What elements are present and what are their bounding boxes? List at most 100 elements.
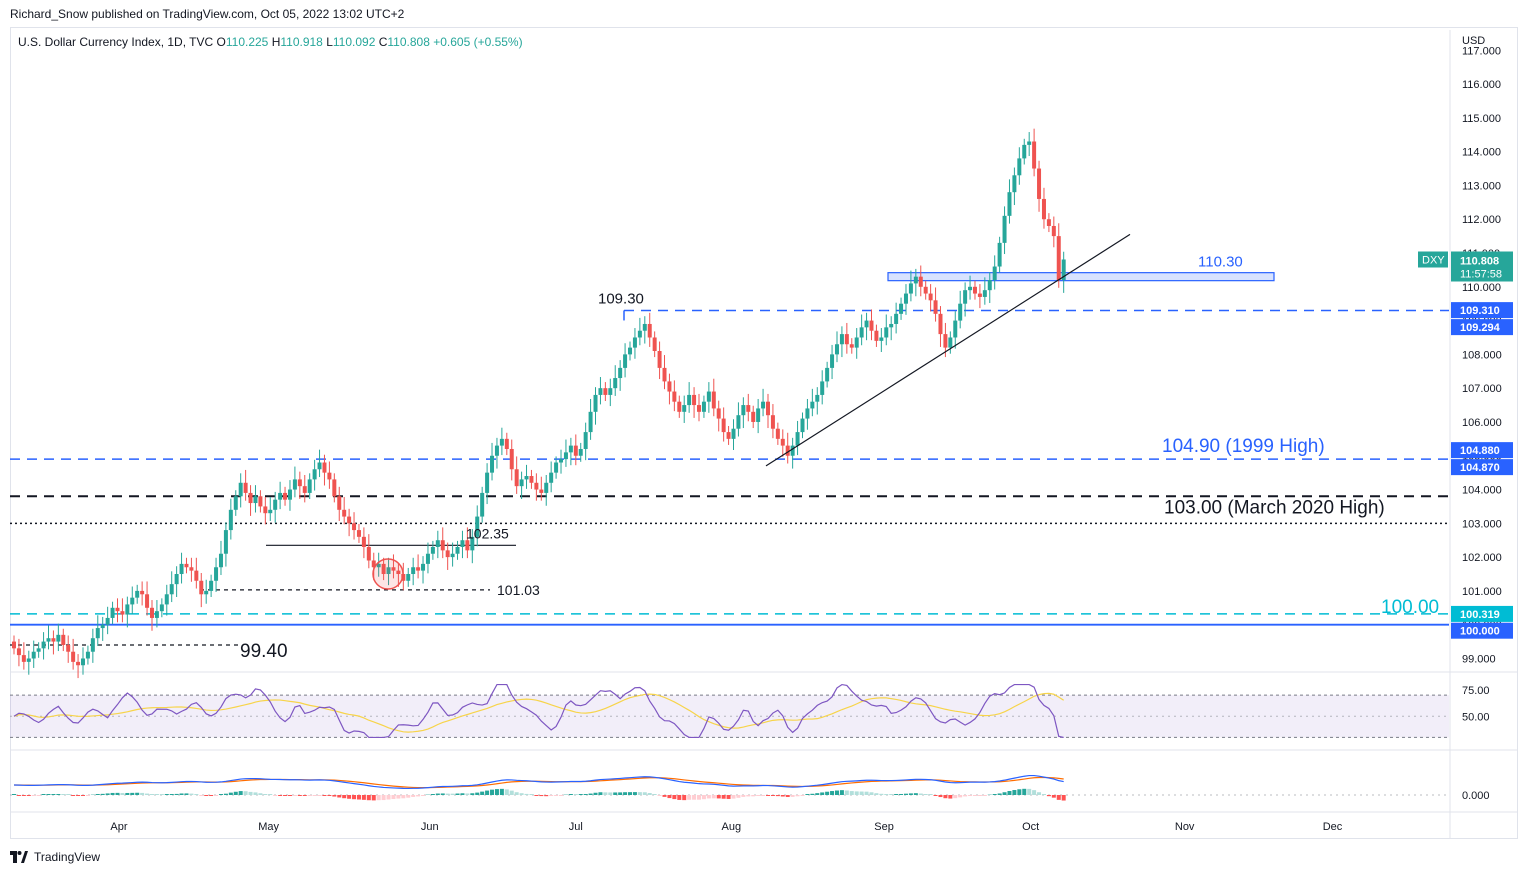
macd-histogram-bar (238, 791, 243, 795)
macd-histogram-bar (494, 789, 499, 795)
macd-histogram-bar (810, 793, 815, 795)
price-badge-value: 104.870 (1460, 462, 1500, 474)
y-tick-label: 106.000 (1462, 417, 1502, 429)
candle-body (16, 648, 21, 656)
candle-body (406, 574, 411, 581)
macd-histogram-bar (879, 793, 884, 795)
macd-histogram-bar (169, 794, 174, 795)
candle-body (381, 563, 386, 575)
macd-histogram-bar (450, 793, 455, 795)
candle-body (810, 401, 815, 409)
y-tick-label: 108.000 (1462, 349, 1502, 361)
candle-body (864, 320, 869, 328)
macd-histogram-bar (273, 795, 278, 796)
macd-histogram-bar (105, 793, 110, 795)
macd-histogram-bar (667, 795, 672, 799)
candle-body (972, 286, 977, 294)
macd-histogram-bar (214, 795, 219, 796)
price-badge-value: 100.319 (1460, 609, 1500, 621)
rsi-band (10, 695, 1449, 738)
y-tick-label: 99.000 (1462, 653, 1496, 665)
macd-histogram-bar (815, 793, 820, 795)
candle-body (1012, 175, 1017, 193)
macd-histogram-bar (1037, 792, 1042, 795)
macd-histogram-bar (992, 794, 997, 795)
macd-histogram-bar (642, 792, 647, 795)
level-label-102-35: 102.35 (466, 525, 509, 541)
macd-histogram-bar (632, 792, 637, 795)
candle-body (352, 523, 357, 531)
macd-histogram-bar (785, 795, 790, 798)
macd-histogram-bar (307, 795, 312, 796)
macd-histogram-bar (366, 795, 371, 801)
macd-histogram-bar (361, 795, 366, 800)
candle-body (238, 482, 243, 497)
macd-histogram-bar (524, 793, 529, 795)
macd-histogram-bar (559, 795, 564, 796)
candle-body (657, 351, 662, 368)
candle-body (416, 567, 421, 571)
candle-body (475, 516, 480, 537)
price-badge-value: 100.000 (1460, 626, 1500, 638)
candle-body (608, 388, 613, 395)
candle-body (263, 506, 268, 514)
candle-body (593, 394, 598, 412)
candle-body (95, 628, 100, 639)
rsi-line (13, 683, 1064, 739)
macd-histogram-bar (603, 792, 608, 795)
publisher-line: Richard_Snow published on TradingView.co… (10, 7, 405, 21)
macd-histogram-bar (652, 794, 657, 795)
macd-histogram-bar (61, 794, 66, 795)
macd-histogram-bar (248, 791, 253, 795)
macd-histogram-bar (352, 795, 357, 800)
candle-body (765, 401, 770, 416)
macd-histogram-bar (849, 791, 854, 795)
level-label-100-00: 100.00 (1381, 597, 1439, 618)
macd-histogram-bar (278, 795, 283, 796)
macd-histogram-bar (751, 795, 756, 797)
candle-body (869, 320, 874, 331)
macd-histogram-bar (120, 793, 125, 795)
candle-body (396, 570, 401, 575)
candle-body (199, 580, 204, 595)
candle-body (135, 590, 140, 598)
macd-histogram-bar (209, 795, 214, 796)
candle-body (761, 401, 766, 409)
x-tick-label: Aug (722, 821, 742, 833)
symbol-badge-label: DXY (1422, 254, 1445, 266)
candle-body (785, 445, 790, 456)
macd-histogram-bar (12, 794, 16, 795)
level-label-99-40: 99.40 (240, 641, 288, 662)
candle-body (480, 492, 485, 517)
macd-histogram-bar (795, 795, 800, 797)
candle-body (687, 394, 692, 406)
macd-line (13, 774, 1064, 790)
candle-body (741, 405, 746, 416)
macd-histogram-bar (741, 795, 746, 797)
candle-body (514, 469, 519, 487)
candle-body (228, 509, 233, 531)
macd-histogram-bar (26, 795, 31, 796)
macd-histogram-bar (647, 793, 652, 795)
y-tick-label: 117.000 (1462, 45, 1501, 57)
candle-body (85, 651, 90, 659)
macd-histogram-bar (204, 795, 209, 796)
candle-body (697, 405, 702, 412)
macd-histogram-bar (746, 795, 751, 797)
macd-histogram-bar (830, 791, 835, 795)
macd-histogram-bar (884, 794, 889, 795)
macd-histogram-bar (435, 793, 440, 795)
y-tick-label: 110.000 (1462, 282, 1501, 294)
candle-body (623, 354, 628, 368)
macd-histogram-bar (41, 794, 46, 795)
candle-body (618, 367, 623, 379)
macd-histogram-bar (312, 795, 317, 796)
macd-histogram-bar (356, 795, 361, 800)
macd-histogram-bar (731, 795, 736, 799)
macd-histogram-bar (977, 795, 982, 796)
candle-body (834, 344, 839, 355)
macd-histogram-bar (1032, 790, 1037, 795)
macd-histogram-bar (761, 795, 766, 796)
macd-histogram-bar (445, 793, 450, 795)
